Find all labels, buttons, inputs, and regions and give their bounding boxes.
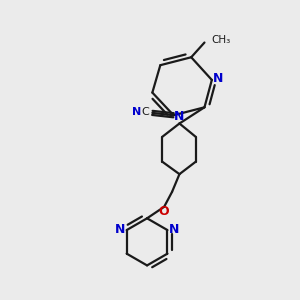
Text: N: N [132, 107, 142, 117]
Text: O: O [158, 205, 169, 218]
Text: N: N [169, 223, 179, 236]
Text: CH₃: CH₃ [211, 35, 230, 45]
Text: N: N [115, 223, 125, 236]
Text: C: C [141, 107, 149, 117]
Text: N: N [213, 72, 224, 85]
Text: N: N [174, 110, 184, 123]
